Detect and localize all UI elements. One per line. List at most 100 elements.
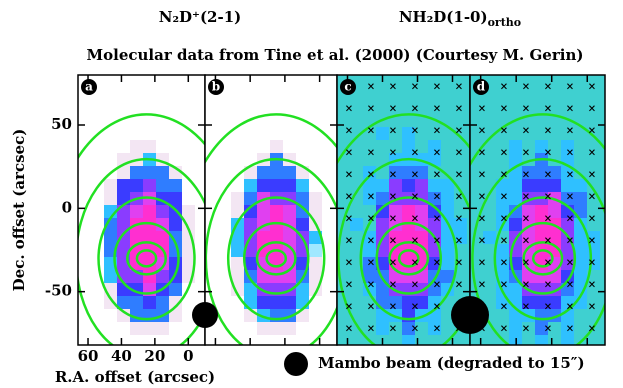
cross: × xyxy=(433,236,441,247)
map-pixel xyxy=(117,75,130,88)
cross: × xyxy=(544,126,552,137)
beam xyxy=(451,296,489,334)
map-pixel xyxy=(182,101,195,114)
map-pixel xyxy=(376,179,389,192)
map-pixel xyxy=(104,309,117,322)
map-pixel xyxy=(350,335,363,348)
map-pixel xyxy=(561,335,574,348)
map-pixel xyxy=(270,101,283,114)
cross: × xyxy=(367,280,375,291)
cross: × xyxy=(389,170,397,181)
cross: × xyxy=(588,104,596,115)
cross: × xyxy=(478,126,486,137)
y-tick-label: -50 xyxy=(45,282,72,300)
map-pixel xyxy=(91,218,104,231)
cross: × xyxy=(455,82,463,93)
cross: × xyxy=(389,214,397,225)
title-right: NH₂D(1-0)ortho xyxy=(399,8,521,29)
map-pixel xyxy=(322,153,335,166)
map-pixel xyxy=(600,218,613,231)
map-pixel xyxy=(257,75,270,88)
cross: × xyxy=(478,280,486,291)
map-pixel xyxy=(143,140,156,153)
map-pixel xyxy=(218,205,231,218)
map-pixel xyxy=(496,335,509,348)
cross: × xyxy=(455,148,463,159)
subtitle: Molecular data from Tine et al. (2000) (… xyxy=(87,46,584,64)
cross: × xyxy=(367,236,375,247)
cross: × xyxy=(345,280,353,291)
map-pixel xyxy=(600,75,613,88)
map-pixel xyxy=(104,88,117,101)
map-pixel xyxy=(283,127,296,140)
map-pixel xyxy=(600,257,613,270)
map-pixel xyxy=(296,101,309,114)
map-pixel xyxy=(156,88,169,101)
map-pixel xyxy=(509,140,522,153)
map-pixel xyxy=(270,205,283,218)
cross: × xyxy=(433,280,441,291)
cross: × xyxy=(389,236,397,247)
map-pixel xyxy=(244,218,257,231)
cross: × xyxy=(588,280,596,291)
cross: × xyxy=(500,104,508,115)
map-pixel xyxy=(143,166,156,179)
map-pixel xyxy=(91,309,104,322)
cross: × xyxy=(522,170,530,181)
map-pixel xyxy=(169,335,182,348)
map-pixel xyxy=(415,179,428,192)
map-pixel xyxy=(322,218,335,231)
cross: × xyxy=(478,104,486,115)
map-pixel xyxy=(337,179,350,192)
cross: × xyxy=(345,148,353,159)
cross: × xyxy=(433,192,441,203)
map-pixel xyxy=(169,283,182,296)
map-pixel xyxy=(283,179,296,192)
cross: × xyxy=(544,170,552,181)
map-pixel xyxy=(296,88,309,101)
map-pixel xyxy=(156,166,169,179)
map-pixel xyxy=(182,192,195,205)
cross: × xyxy=(345,170,353,181)
map-pixel xyxy=(117,179,130,192)
cross: × xyxy=(500,192,508,203)
map-pixel xyxy=(309,296,322,309)
map-pixel xyxy=(130,75,143,88)
figure: N₂D⁺(2-1) NH₂D(1-0)ortho Molecular data … xyxy=(0,0,623,388)
cross: × xyxy=(544,302,552,313)
map-pixel xyxy=(322,296,335,309)
cross: × xyxy=(588,258,596,269)
map-pixel xyxy=(322,88,335,101)
map-pixel xyxy=(231,75,244,88)
map-pixel xyxy=(130,101,143,114)
cross: × xyxy=(345,214,353,225)
y-tick-label: 0 xyxy=(62,198,72,216)
cross: × xyxy=(522,126,530,137)
map-pixel xyxy=(483,335,496,348)
cross: × xyxy=(455,236,463,247)
map-pixel xyxy=(205,192,218,205)
cross: × xyxy=(411,170,419,181)
map-pixel xyxy=(600,153,613,166)
cross: × xyxy=(455,280,463,291)
cross: × xyxy=(433,302,441,313)
map-pixel xyxy=(117,283,130,296)
map-pixel xyxy=(270,296,283,309)
cross: × xyxy=(433,170,441,181)
map-pixel xyxy=(322,231,335,244)
map-pixel xyxy=(218,283,231,296)
map-pixel xyxy=(309,322,322,335)
map-pixel xyxy=(231,270,244,283)
map-pixel xyxy=(130,140,143,153)
map-pixel xyxy=(509,218,522,231)
cross: × xyxy=(411,280,419,291)
map-pixel xyxy=(309,153,322,166)
cross: × xyxy=(345,236,353,247)
map-pixel xyxy=(574,179,587,192)
title-sub: ortho xyxy=(488,16,522,29)
map-pixel xyxy=(78,257,91,270)
map-pixel xyxy=(283,140,296,153)
map-pixel xyxy=(218,166,231,179)
map-pixel xyxy=(231,244,244,257)
map-pixel xyxy=(205,179,218,192)
